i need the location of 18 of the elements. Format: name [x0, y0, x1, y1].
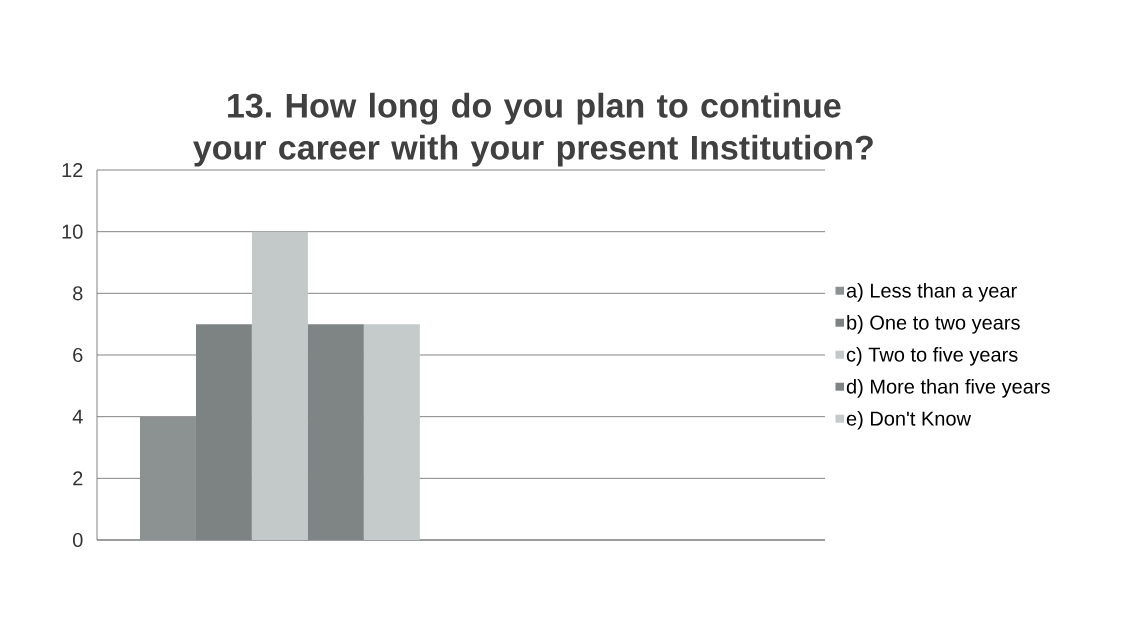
bar [139, 416, 196, 540]
y-tick-label: 8 [73, 286, 83, 301]
y-tick-label: 0 [72, 532, 83, 548]
legend-label: a) Less than a year [846, 283, 1017, 302]
bar [251, 231, 308, 540]
legend-label: c) Two to five years [846, 347, 1018, 366]
bar [307, 324, 364, 540]
y-tick-label: 10 [62, 224, 83, 239]
legend-label: b) One to two years [847, 315, 1020, 334]
legend-label: e) Don't Know [846, 410, 972, 430]
y-tick-label: 6 [73, 347, 83, 363]
chart-title: 13. How long do you plan to continue your career with your present Institution? [193, 92, 873, 167]
bar [195, 324, 252, 540]
y-tick-label: 12 [62, 163, 83, 177]
legend-label: d) More than five years [846, 378, 1050, 398]
y-tick-label: 4 [72, 409, 83, 424]
bar [363, 324, 420, 540]
y-tick-label: 2 [73, 471, 83, 486]
